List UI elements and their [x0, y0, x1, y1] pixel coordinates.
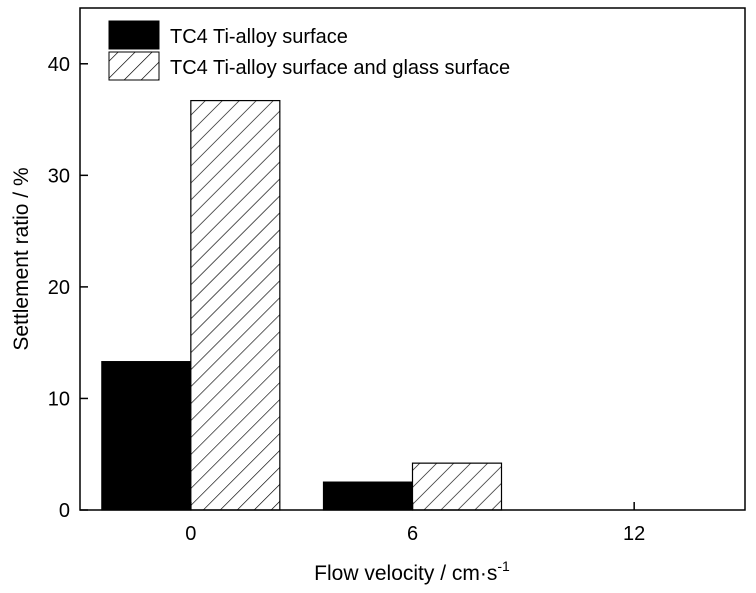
legend-swatch-hatched [108, 51, 160, 81]
x-axis: 0 6 12 [185, 502, 645, 545]
y-tick-label: 20 [48, 277, 70, 299]
bars-group [101, 99, 503, 511]
legend-swatch-solid [108, 20, 160, 50]
y-axis: 0 10 20 30 40 [48, 54, 88, 522]
x-axis-title-superscript: -1 [497, 558, 510, 574]
x-axis-title-main: Flow velocity / cm·s [314, 562, 497, 585]
bar-series-1-6 [322, 481, 414, 511]
x-tick-label: 6 [407, 523, 418, 545]
x-tick-label: 0 [185, 523, 196, 545]
y-tick-label: 30 [48, 165, 70, 187]
y-tick-label: 10 [48, 388, 70, 410]
bar-series-2-6 [411, 462, 503, 511]
x-tick-label: 12 [623, 523, 645, 545]
y-axis-title: Settlement ratio / % [10, 167, 33, 350]
y-tick-label: 0 [59, 500, 70, 522]
legend-label-series-2: TC4 Ti-alloy surface and glass surface [170, 57, 510, 79]
legend-label-series-1: TC4 Ti-alloy surface [170, 26, 348, 48]
y-tick-label: 40 [48, 54, 70, 76]
bar-series-1-0 [101, 361, 192, 511]
bar-series-2-0 [190, 99, 281, 511]
x-axis-title: Flow velocity / cm·s-1 [314, 558, 510, 585]
legend: TC4 Ti-alloy surface TC4 Ti-alloy surfac… [108, 20, 510, 81]
